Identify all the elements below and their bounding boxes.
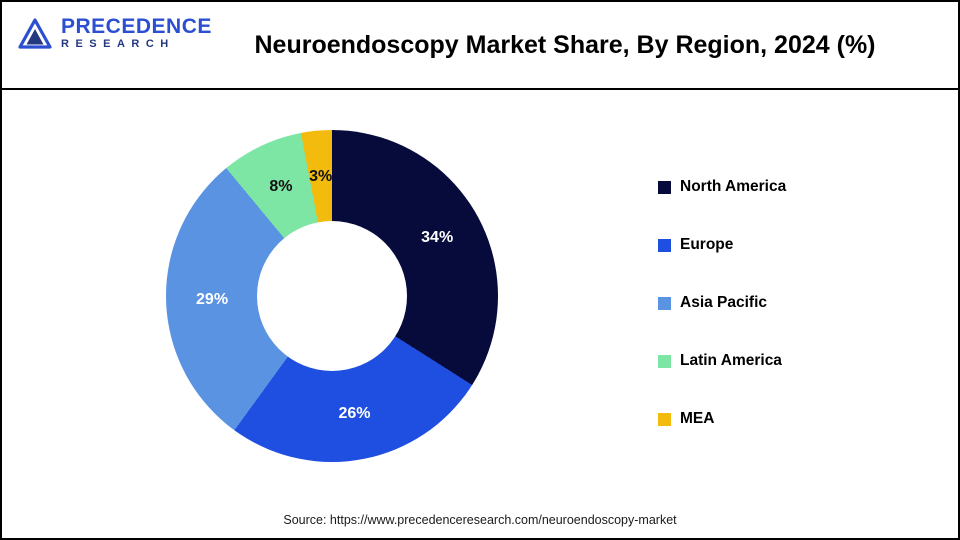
legend-item-mea: MEA	[658, 410, 786, 428]
donut-hole	[257, 221, 407, 371]
legend-swatch	[658, 238, 671, 252]
slice-label: 3%	[309, 167, 333, 185]
chart-title: Neuroendoscopy Market Share, By Region, …	[254, 30, 876, 59]
logo: PRECEDENCE RESEARCH	[18, 15, 212, 51]
logo-text-primary: PRECEDENCE	[61, 15, 212, 38]
legend-label: Europe	[680, 236, 734, 253]
slice-label: 26%	[338, 404, 371, 422]
legend-item-north-america: North America	[658, 178, 786, 196]
donut-wrap: 34% 26% 29% 8% 3%	[166, 130, 498, 462]
logo-text-secondary: RESEARCH	[61, 38, 175, 51]
header: PRECEDENCE RESEARCH Neuroendoscopy Marke…	[2, 2, 958, 90]
legend-label: MEA	[680, 410, 715, 427]
legend-swatch	[658, 354, 671, 368]
slice-label: 29%	[196, 290, 229, 308]
logo-icon	[18, 18, 52, 49]
legend-label: North America	[680, 178, 787, 195]
footer: Source: https://www.precedenceresearch.c…	[2, 513, 958, 527]
slice-label: 8%	[269, 178, 293, 196]
legend-item-europe: Europe	[658, 236, 786, 254]
slice-label: 34%	[421, 229, 454, 247]
legend-label: Latin America	[680, 352, 782, 369]
slice-labels: 34% 26% 29% 8% 3%	[166, 130, 498, 462]
legend-swatch	[658, 296, 671, 310]
legend-item-latin-america: Latin America	[658, 352, 786, 370]
legend-swatch	[658, 412, 671, 426]
legend: North America Europe Asia Pacific Latin Ame…	[658, 178, 786, 468]
legend-swatch	[658, 180, 671, 194]
legend-label: Asia Pacific	[680, 294, 768, 311]
source-text: Source: https://www.precedenceresearch.c…	[283, 513, 677, 527]
logo-text: PRECEDENCE RESEARCH	[61, 15, 212, 51]
legend-item-asia-pacific: Asia Pacific	[658, 294, 786, 312]
chart-area: 34% 26% 29% 8% 3% North America Europe Asia Pa…	[2, 90, 958, 498]
